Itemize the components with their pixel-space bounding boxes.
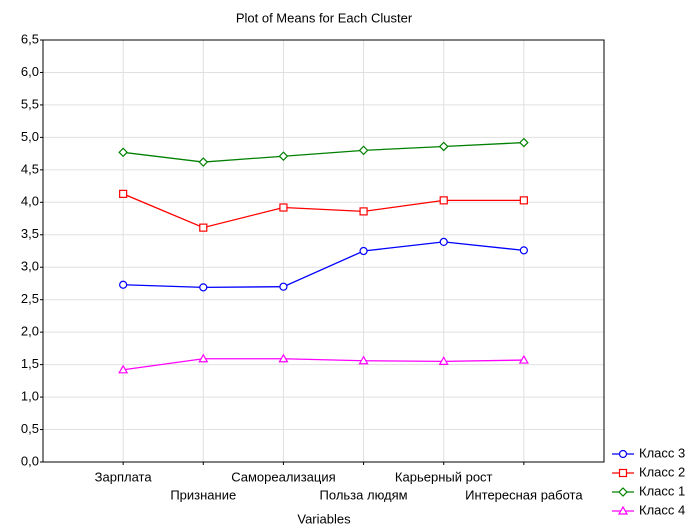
y-tick-label: 2,5	[21, 291, 39, 306]
marker	[618, 487, 628, 497]
marker	[439, 196, 448, 205]
marker	[519, 137, 529, 148]
series-line	[123, 241, 524, 289]
series-line	[123, 141, 524, 163]
x-tick-label: Интересная работа	[465, 487, 583, 502]
y-tick-label: 1,0	[21, 389, 39, 404]
marker	[118, 364, 129, 374]
marker	[439, 237, 448, 247]
marker	[358, 145, 369, 156]
marker	[519, 196, 528, 205]
marker	[119, 280, 128, 289]
marker	[278, 353, 289, 363]
marker	[359, 207, 368, 216]
marker	[198, 157, 209, 167]
marker	[359, 246, 368, 256]
marker	[438, 141, 449, 152]
marker	[279, 203, 288, 212]
plot-frame	[42, 39, 605, 463]
y-tick-label: 5,0	[21, 129, 39, 144]
x-axis-label: Variables	[297, 511, 351, 526]
x-tick-label: Признание	[170, 487, 236, 502]
y-tick-label: 1,5	[21, 356, 39, 371]
marker	[519, 246, 528, 255]
marker	[617, 505, 629, 515]
chart-title: Plot of Means for Each Cluster	[236, 10, 413, 25]
y-tick-label: 6,0	[21, 64, 39, 79]
marker	[119, 189, 128, 198]
y-tick-label: 4,0	[21, 194, 39, 209]
y-tick-label: 5,5	[21, 96, 39, 111]
legend-label: Класс 2	[639, 464, 685, 479]
marker	[358, 355, 369, 365]
legend-label: Класс 4	[639, 502, 685, 517]
y-tick-label: 4,5	[21, 161, 39, 176]
y-tick-label: 3,0	[21, 259, 39, 274]
x-tick-label: Зарплата	[95, 469, 153, 484]
x-tick-label: Карьерный рост	[395, 469, 493, 484]
marker	[199, 223, 208, 232]
series-line	[122, 193, 524, 229]
marker	[199, 283, 208, 292]
legend-label: Класс 1	[639, 483, 685, 498]
legend-label: Класс 3	[639, 445, 685, 460]
marker	[278, 151, 289, 162]
y-tick-label: 6,5	[21, 31, 39, 46]
marker	[518, 354, 529, 364]
marker	[438, 356, 449, 365]
marker	[198, 353, 209, 363]
x-tick-label: Польза людям	[320, 487, 408, 502]
series-line	[123, 358, 524, 371]
y-tick-label: 3,5	[21, 226, 39, 241]
marker	[118, 147, 128, 158]
y-tick-label: 0,5	[21, 421, 39, 436]
marker	[279, 282, 288, 291]
y-tick-label: 0,0	[21, 453, 39, 468]
marker	[618, 468, 628, 478]
marker	[618, 449, 628, 459]
x-tick-label: Самореализация	[231, 469, 335, 484]
y-tick-label: 2,0	[21, 324, 39, 339]
